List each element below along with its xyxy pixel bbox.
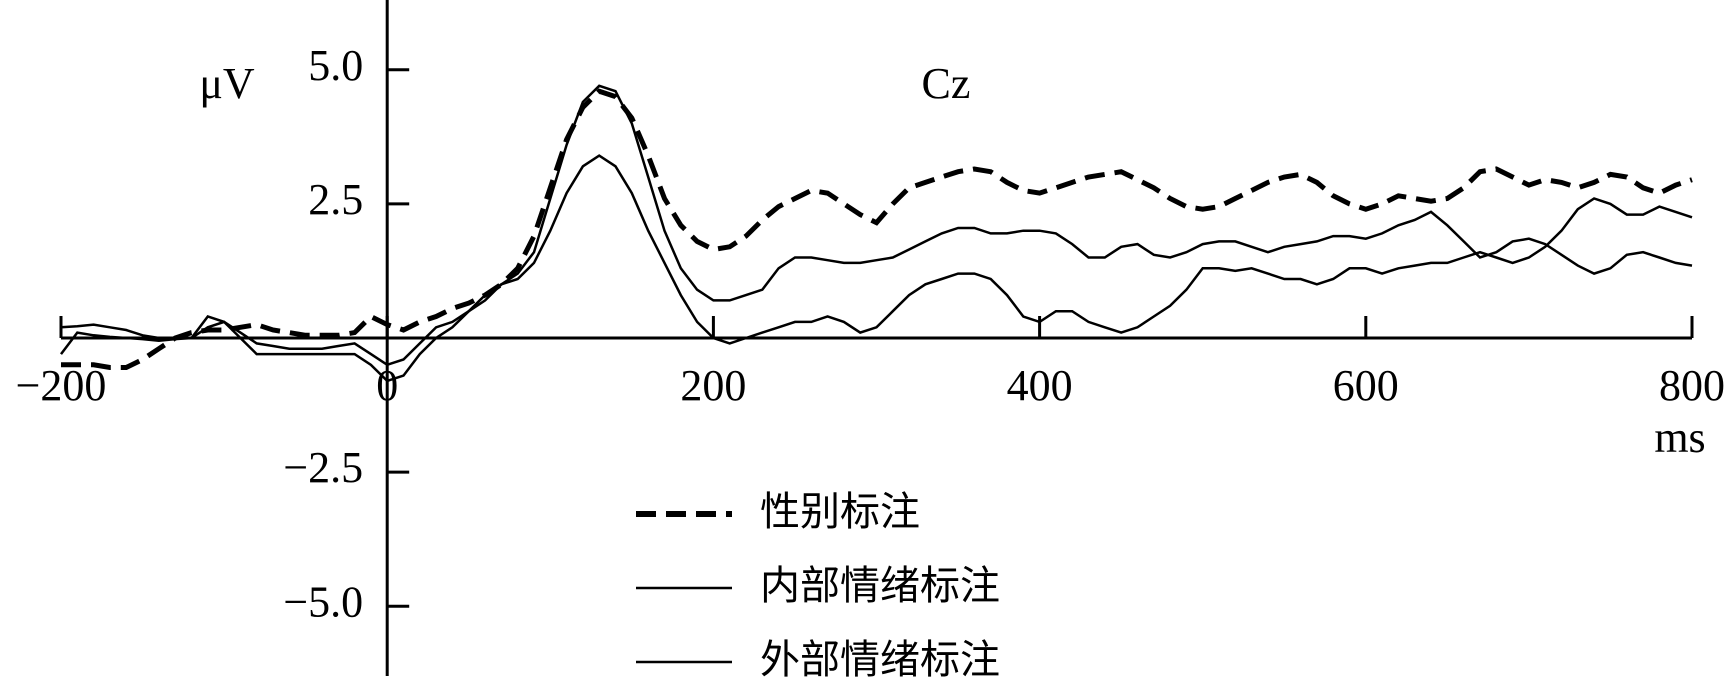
x-axis-label: ms [1654,413,1705,462]
x-tick-label: −200 [16,361,107,410]
y-tick-label: 2.5 [308,175,363,224]
y-tick-label: −5.0 [283,577,363,626]
y-tick-label: −2.5 [283,443,363,492]
y-tick-label: 5.0 [308,41,363,90]
legend-label: 性别标注 [760,489,920,535]
series-line [60,154,1693,383]
y-axis-label: μV [199,59,255,108]
series-line [61,88,1693,370]
x-tick-label: 400 [1007,361,1073,410]
x-tick-label: 0 [376,361,398,410]
chart-title: Cz [922,59,971,108]
legend-label: 外部情绪标注 [760,637,1000,683]
series-line [60,84,1693,367]
x-tick-label: 200 [680,361,746,410]
x-tick-label: 800 [1659,361,1725,410]
x-tick-label: 600 [1333,361,1399,410]
legend-label: 内部情绪标注 [760,563,1000,609]
